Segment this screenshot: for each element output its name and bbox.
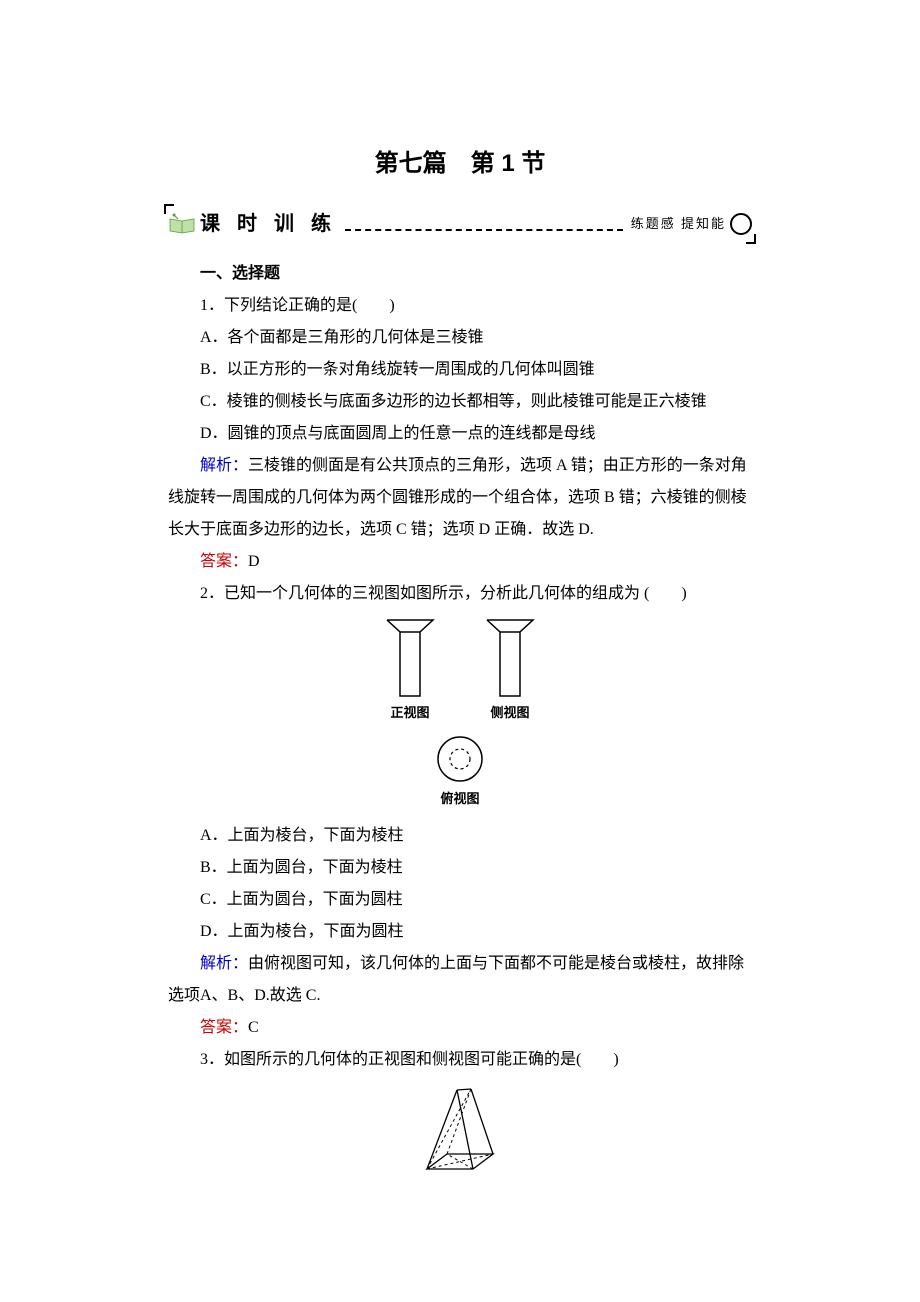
q1-stem: 1．下列结论正确的是( ) bbox=[168, 290, 752, 322]
answer-label: 答案： bbox=[200, 553, 248, 570]
answer-label-2: 答案： bbox=[200, 1019, 248, 1036]
q2-side-view: 侧视图 bbox=[485, 618, 535, 726]
q1-analysis-text: 三棱锥的侧面是有公共顶点的三角形，选项 A 错；由正方形的一条对角线旋转一周围成… bbox=[168, 457, 747, 538]
q2-answer-value: C bbox=[248, 1019, 259, 1036]
q2-figure-row2: 俯视图 bbox=[168, 734, 752, 812]
banner-left: 课 时 训 练 bbox=[168, 204, 337, 244]
side-view-icon bbox=[485, 618, 535, 698]
book-icon bbox=[168, 213, 196, 235]
top-view-icon bbox=[435, 734, 485, 784]
corner-tl-icon bbox=[164, 204, 174, 214]
corner-br-icon bbox=[746, 234, 756, 244]
circle-icon bbox=[730, 213, 752, 235]
banner-right: 练题感 提知能 bbox=[631, 211, 752, 237]
front-view-label: 正视图 bbox=[390, 700, 429, 726]
q2-analysis-text: 由俯视图可知，该几何体的上面与下面都不可能是棱台或棱柱，故排除选项A、B、D.故… bbox=[168, 955, 744, 1004]
q2-answer: 答案：C bbox=[168, 1012, 752, 1044]
q2-analysis: 解析：由俯视图可知，该几何体的上面与下面都不可能是棱台或棱柱，故排除选项A、B、… bbox=[168, 948, 752, 1012]
banner-right-text: 练题感 提知能 bbox=[631, 211, 726, 237]
q3-figure bbox=[168, 1084, 752, 1186]
banner: 课 时 训 练 练题感 提知能 bbox=[168, 208, 752, 240]
q1-option-c: C．棱锥的侧棱长与底面多边形的边长都相等，则此棱锥可能是正六棱锥 bbox=[168, 386, 752, 418]
q1-analysis: 解析：三棱锥的侧面是有公共顶点的三角形，选项 A 错；由正方形的一条对角线旋转一… bbox=[168, 450, 752, 546]
banner-left-text: 课 时 训 练 bbox=[200, 204, 337, 244]
q1-answer: 答案：D bbox=[168, 546, 752, 578]
q2-top-view: 俯视图 bbox=[168, 734, 752, 812]
q1-option-b: B．以正方形的一条对角线旋转一周围成的几何体叫圆锥 bbox=[168, 354, 752, 386]
q2-option-b: B．上面为圆台，下面为棱柱 bbox=[168, 852, 752, 884]
top-view-label: 俯视图 bbox=[440, 786, 479, 812]
q3-solid-icon bbox=[413, 1084, 508, 1174]
q1-option-d: D．圆锥的顶点与底面圆周上的任意一点的连线都是母线 bbox=[168, 418, 752, 450]
page-title: 第七篇 第 1 节 bbox=[168, 140, 752, 188]
q2-option-c: C．上面为圆台，下面为圆柱 bbox=[168, 884, 752, 916]
front-view-icon bbox=[385, 618, 435, 698]
q2-front-view: 正视图 bbox=[385, 618, 435, 726]
banner-divider bbox=[345, 229, 623, 231]
side-view-label: 侧视图 bbox=[490, 700, 529, 726]
q2-stem: 2．已知一个几何体的三视图如图所示，分析此几何体的组成为 ( ) bbox=[168, 578, 752, 610]
q1-answer-value: D bbox=[248, 553, 260, 570]
q2-option-d: D．上面为棱台，下面为圆柱 bbox=[168, 916, 752, 948]
q3-stem: 3．如图所示的几何体的正视图和侧视图可能正确的是( ) bbox=[168, 1044, 752, 1076]
q2-option-a: A．上面为棱台，下面为棱柱 bbox=[168, 820, 752, 852]
analysis-label: 解析： bbox=[200, 457, 248, 474]
q1-option-a: A．各个面都是三角形的几何体是三棱锥 bbox=[168, 322, 752, 354]
analysis-label-2: 解析： bbox=[200, 955, 248, 972]
section-heading: 一、选择题 bbox=[168, 258, 752, 290]
q2-figure-row1: 正视图 侧视图 bbox=[168, 618, 752, 726]
